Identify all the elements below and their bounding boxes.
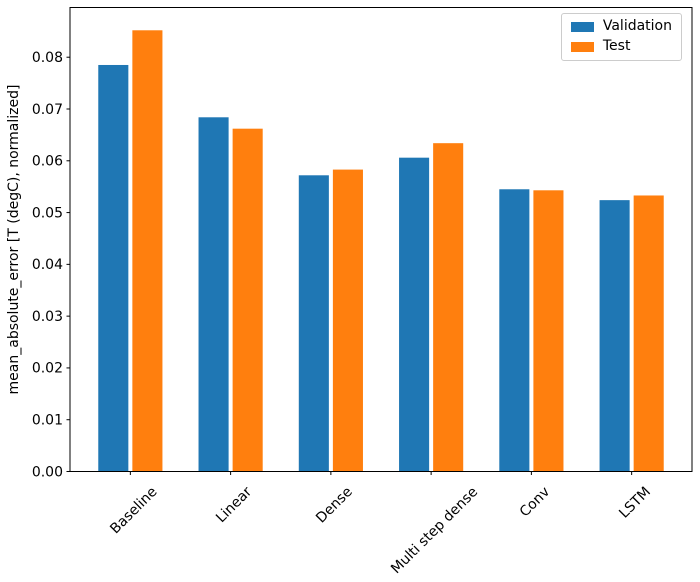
y-tick-label: 0.02	[32, 361, 63, 377]
bar-test-linear	[232, 128, 263, 472]
legend-item-validation: Validation	[570, 18, 672, 34]
bar-test-baseline	[132, 30, 163, 472]
bar-test-multi-step-dense	[433, 143, 464, 472]
x-tick-label-dense: Dense	[313, 484, 356, 527]
bar-validation-conv	[499, 189, 530, 472]
x-tick-label-lstm: LSTM	[616, 484, 654, 522]
bar-test-lstm	[633, 195, 664, 472]
bar-validation-dense	[298, 175, 329, 472]
legend-label-validation: Validation	[602, 18, 672, 34]
bar-test-dense	[332, 169, 363, 472]
x-tick-label-baseline: Baseline	[107, 484, 160, 537]
y-tick-label: 0.00	[32, 464, 63, 480]
y-tick-label: 0.04	[32, 257, 63, 273]
legend-label-test: Test	[602, 38, 631, 54]
plot-border	[69, 7, 693, 472]
x-tick-label-linear: Linear	[213, 484, 255, 526]
y-tick-label: 0.08	[32, 50, 63, 66]
bar-test-conv	[533, 190, 564, 472]
legend: Validation Test	[560, 13, 682, 61]
bar-validation-lstm	[599, 200, 630, 472]
legend-swatch-validation	[570, 21, 594, 32]
bar-validation-baseline	[98, 64, 129, 472]
y-axis-label: mean_absolute_error [T (degC), normalize…	[6, 85, 22, 395]
bar-validation-linear	[198, 117, 229, 472]
legend-swatch-test	[570, 41, 594, 52]
x-tick-label-multi-step-dense: Multi step dense	[388, 484, 481, 577]
x-tick-label-conv: Conv	[517, 484, 553, 520]
y-tick-label: 0.05	[32, 205, 63, 221]
legend-item-test: Test	[570, 38, 672, 54]
y-tick-label: 0.03	[32, 309, 63, 325]
y-tick-label: 0.06	[32, 154, 63, 170]
y-tick-label: 0.07	[32, 102, 63, 118]
y-tick-label: 0.01	[32, 413, 63, 429]
bar-validation-multi-step-dense	[399, 157, 430, 472]
